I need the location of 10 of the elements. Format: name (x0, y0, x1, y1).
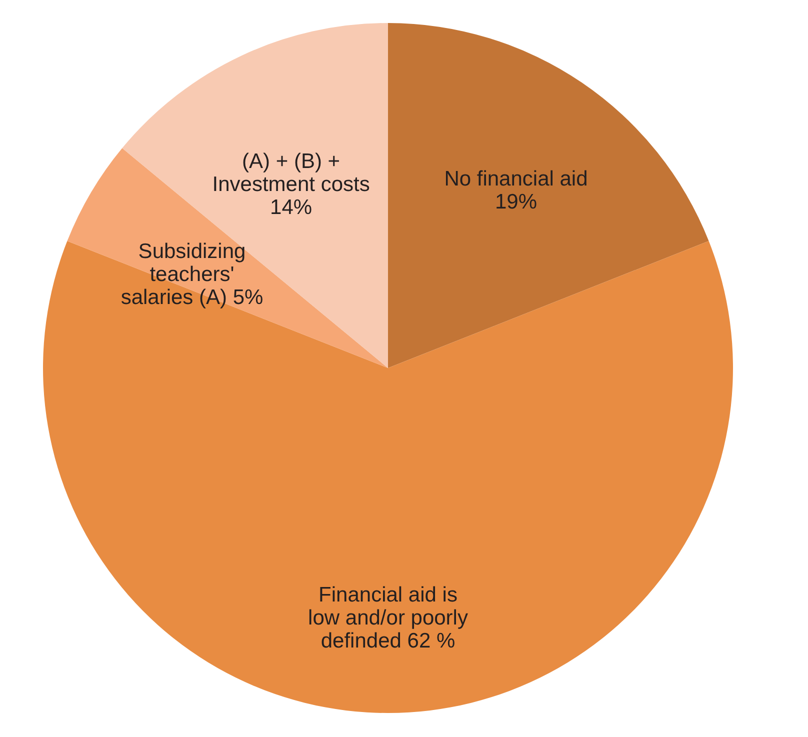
data-label: 19% (494, 190, 537, 214)
slice-label: (A) + (B) + Investment costs (212, 150, 370, 196)
slice-label: Financial aid is low and/or poorly definded 62 % (308, 584, 468, 653)
slice-label: No financial aid (444, 168, 588, 191)
pie-slice (67, 148, 388, 368)
pie-slice (388, 23, 709, 368)
data-label: 14% (270, 196, 312, 219)
pie-slice (43, 240, 733, 713)
slice-label: Subsidizing teachers' salaries (A) 5% (120, 240, 264, 310)
pie-slice (122, 23, 388, 368)
